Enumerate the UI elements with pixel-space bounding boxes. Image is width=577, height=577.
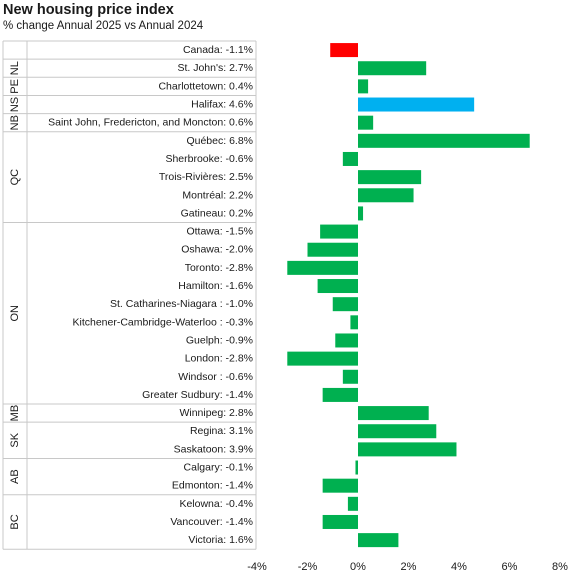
category-label: St. John's: 2.7%: [177, 62, 253, 74]
category-label: Charlottetown: 0.4%: [158, 80, 253, 92]
category-label: Victoria: 1.6%: [188, 534, 253, 546]
category-label: Gatineau: 0.2%: [181, 207, 253, 219]
chart-subtitle: % change Annual 2025 vs Annual 2024: [3, 20, 204, 32]
group-label: MB: [9, 405, 21, 422]
category-label: Windsor : -0.6%: [178, 371, 253, 383]
bar: [307, 242, 358, 257]
bar: [335, 333, 358, 348]
category-label: Regina: 3.1%: [190, 425, 253, 437]
bar: [322, 387, 358, 402]
bar: [320, 224, 358, 239]
bar: [358, 406, 429, 421]
x-tick-label: 8%: [552, 561, 568, 573]
group-label: BC: [9, 514, 21, 529]
category-label: Kelowna: -0.4%: [179, 498, 253, 510]
bar: [317, 279, 358, 294]
group-label: NL: [9, 61, 21, 75]
x-tick-label: 0%: [350, 561, 366, 573]
category-label: Ottawa: -1.5%: [186, 226, 253, 238]
bar: [358, 170, 422, 185]
category-label: Trois-Rivières: 2.5%: [159, 171, 253, 183]
bar: [358, 133, 530, 148]
group-label: SK: [9, 432, 21, 447]
category-label: London: -2.8%: [185, 353, 253, 365]
bar: [355, 460, 358, 475]
category-label: Québec: 6.8%: [186, 135, 253, 147]
x-tick-label: 6%: [502, 561, 518, 573]
category-label: Winnipeg: 2.8%: [179, 407, 253, 419]
category-label: Vancouver: -1.4%: [170, 516, 253, 528]
bar: [358, 97, 475, 112]
category-label: Calgary: -0.1%: [184, 462, 253, 474]
bar: [358, 79, 369, 94]
group-label: QC: [9, 169, 21, 186]
category-label: Canada: -1.1%: [183, 44, 253, 56]
bar: [358, 188, 414, 203]
category-label: Guelph: -0.9%: [186, 334, 253, 346]
bar: [358, 206, 364, 221]
group-label: NB: [9, 115, 21, 130]
category-label: Hamilton: -1.6%: [178, 280, 253, 292]
group-label: PE: [9, 79, 21, 94]
bar: [358, 61, 427, 76]
category-label: Saskatoon: 3.9%: [174, 443, 253, 455]
bar: [358, 442, 457, 457]
chart-title: New housing price index: [3, 2, 174, 18]
bar: [350, 315, 358, 330]
bar: [287, 260, 358, 275]
x-tick-label: -4%: [247, 561, 267, 573]
category-label: Greater Sudbury: -1.4%: [142, 389, 253, 401]
bar: [358, 533, 399, 548]
bar: [322, 514, 358, 529]
x-tick-label: -2%: [298, 561, 318, 573]
category-label: Kitchener-Cambridge-Waterloo : -0.3%: [72, 316, 253, 328]
category-label: Montréal: 2.2%: [182, 189, 253, 201]
bar: [287, 351, 358, 366]
group-label: AB: [9, 469, 21, 484]
group-label: ON: [9, 305, 21, 322]
group-label: NS: [9, 97, 21, 112]
category-label: Oshawa: -2.0%: [181, 244, 253, 256]
x-tick-label: 2%: [401, 561, 417, 573]
bar: [332, 297, 358, 312]
bar: [342, 151, 358, 166]
bar: [342, 369, 358, 384]
category-label: Halifax: 4.6%: [191, 99, 253, 111]
category-label: St. Catharines-Niagara : -1.0%: [110, 298, 253, 310]
bar: [347, 496, 358, 511]
bar: [330, 43, 358, 58]
category-label: Sherbrooke: -0.6%: [165, 153, 253, 165]
x-tick-label: 4%: [451, 561, 467, 573]
category-label: Toronto: -2.8%: [185, 262, 253, 274]
category-label: Saint John, Fredericton, and Moncton: 0.…: [48, 117, 253, 129]
bar: [358, 424, 437, 439]
bar: [322, 478, 358, 493]
bar: [358, 115, 374, 130]
category-label: Edmonton: -1.4%: [172, 480, 253, 492]
